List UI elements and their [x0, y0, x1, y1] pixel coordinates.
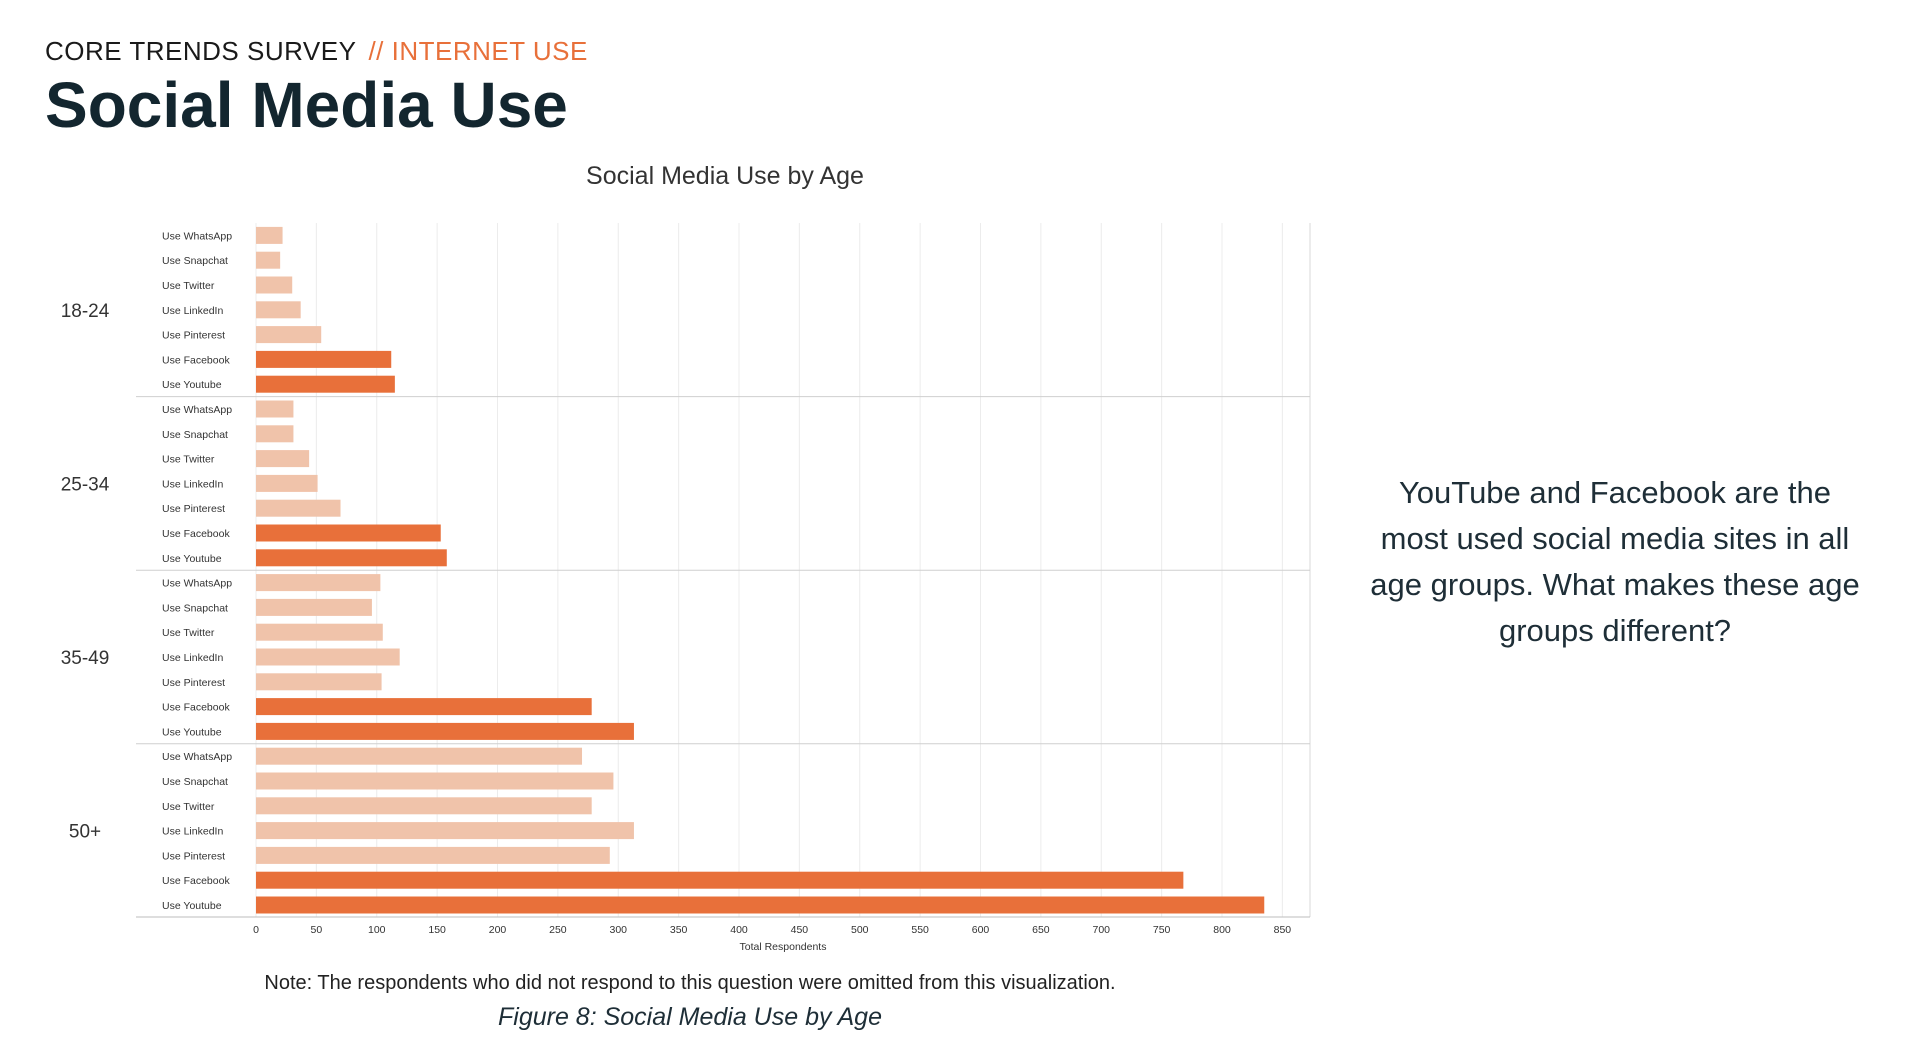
x-tick-label: 400	[730, 924, 748, 936]
bar	[256, 871, 1184, 889]
bar	[256, 326, 322, 344]
x-tick-label: 350	[670, 924, 688, 936]
supertitle-main: CORE TRENDS SURVEY	[45, 36, 357, 66]
bar	[256, 896, 1265, 914]
category-label: Use LinkedIn	[162, 478, 223, 490]
bar	[256, 524, 441, 542]
x-tick-label: 750	[1153, 924, 1171, 936]
bar	[256, 698, 592, 716]
category-label: Use Snapchat	[162, 602, 228, 614]
x-tick-label: 700	[1092, 924, 1110, 936]
category-label: Use LinkedIn	[162, 652, 223, 664]
category-label: Use Twitter	[162, 627, 215, 639]
category-label: Use Snapchat	[162, 255, 228, 267]
category-label: Use Youtube	[162, 553, 222, 565]
bar	[256, 450, 310, 468]
group-label: 50+	[69, 822, 101, 843]
page-header: CORE TRENDS SURVEY// INTERNET USE Social…	[45, 36, 588, 137]
category-label: Use Twitter	[162, 280, 215, 292]
x-tick-label: 50	[311, 924, 323, 936]
x-tick-label: 0	[253, 924, 259, 936]
bar	[256, 375, 395, 393]
x-tick-label: 300	[609, 924, 627, 936]
x-tick-label: 800	[1213, 924, 1231, 936]
category-label: Use Facebook	[162, 702, 230, 714]
category-label: Use LinkedIn	[162, 826, 223, 838]
category-label: Use WhatsApp	[162, 230, 232, 242]
bar	[256, 499, 341, 517]
bar	[256, 722, 634, 740]
bar	[256, 251, 281, 269]
supertitle-accent: // INTERNET USE	[368, 36, 588, 66]
x-tick-label: 450	[791, 924, 809, 936]
x-tick-label: 150	[428, 924, 446, 936]
x-tick-label: 250	[549, 924, 567, 936]
bar	[256, 797, 592, 815]
section-supertitle: CORE TRENDS SURVEY // INTERNET USE	[45, 36, 588, 67]
bar	[256, 549, 447, 567]
page-title: Social Media Use	[45, 69, 568, 141]
chart-note: Note: The respondents who did not respon…	[264, 972, 1116, 994]
bar	[256, 623, 383, 641]
category-label: Use Pinterest	[162, 503, 225, 515]
category-label: Use Youtube	[162, 379, 222, 391]
takeaway-text: YouTube and Facebook are the most used s…	[1370, 475, 1860, 648]
bar	[256, 673, 382, 691]
category-label: Use Snapchat	[162, 776, 228, 788]
category-label: Use Youtube	[162, 900, 222, 912]
figure-caption: Figure 8: Social Media Use by Age	[498, 1003, 882, 1031]
category-label: Use Pinterest	[162, 850, 225, 862]
chart-title: Social Media Use by Age	[586, 162, 864, 190]
x-axis-title: Total Respondents	[740, 941, 827, 953]
x-tick-label: 100	[368, 924, 386, 936]
bar	[256, 822, 634, 840]
bar	[256, 598, 372, 616]
x-tick-label: 200	[489, 924, 507, 936]
category-label: Use Twitter	[162, 454, 215, 466]
group-label: 25-34	[61, 474, 110, 495]
bar	[256, 425, 294, 443]
x-tick-label: 600	[972, 924, 990, 936]
x-tick-label: 550	[911, 924, 929, 936]
x-tick-label: 500	[851, 924, 869, 936]
bar	[256, 226, 283, 244]
bar	[256, 276, 293, 294]
bar	[256, 301, 301, 319]
category-label: Use Twitter	[162, 801, 215, 813]
category-label: Use Youtube	[162, 726, 222, 738]
category-label: Use LinkedIn	[162, 305, 223, 317]
x-tick-label: 850	[1274, 924, 1292, 936]
bar	[256, 574, 381, 592]
category-label: Use Pinterest	[162, 330, 225, 342]
category-label: Use WhatsApp	[162, 578, 232, 590]
category-label: Use Facebook	[162, 354, 230, 366]
category-label: Use Facebook	[162, 875, 230, 887]
bar	[256, 474, 318, 492]
bar	[256, 846, 610, 864]
bar	[256, 400, 294, 418]
bar	[256, 648, 400, 666]
category-label: Use Pinterest	[162, 677, 225, 689]
x-tick-label: 650	[1032, 924, 1050, 936]
bar-chart: 18-24 Use WhatsApp Use Snapchat Use Twitter…	[61, 223, 1311, 953]
category-label: Use Facebook	[162, 528, 230, 540]
category-label: Use Snapchat	[162, 429, 228, 441]
bar	[256, 772, 614, 790]
bar	[256, 350, 392, 368]
group-label: 35-49	[61, 648, 110, 669]
group-label: 18-24	[61, 301, 110, 322]
category-label: Use WhatsApp	[162, 751, 232, 763]
bar	[256, 747, 583, 765]
category-label: Use WhatsApp	[162, 404, 232, 416]
